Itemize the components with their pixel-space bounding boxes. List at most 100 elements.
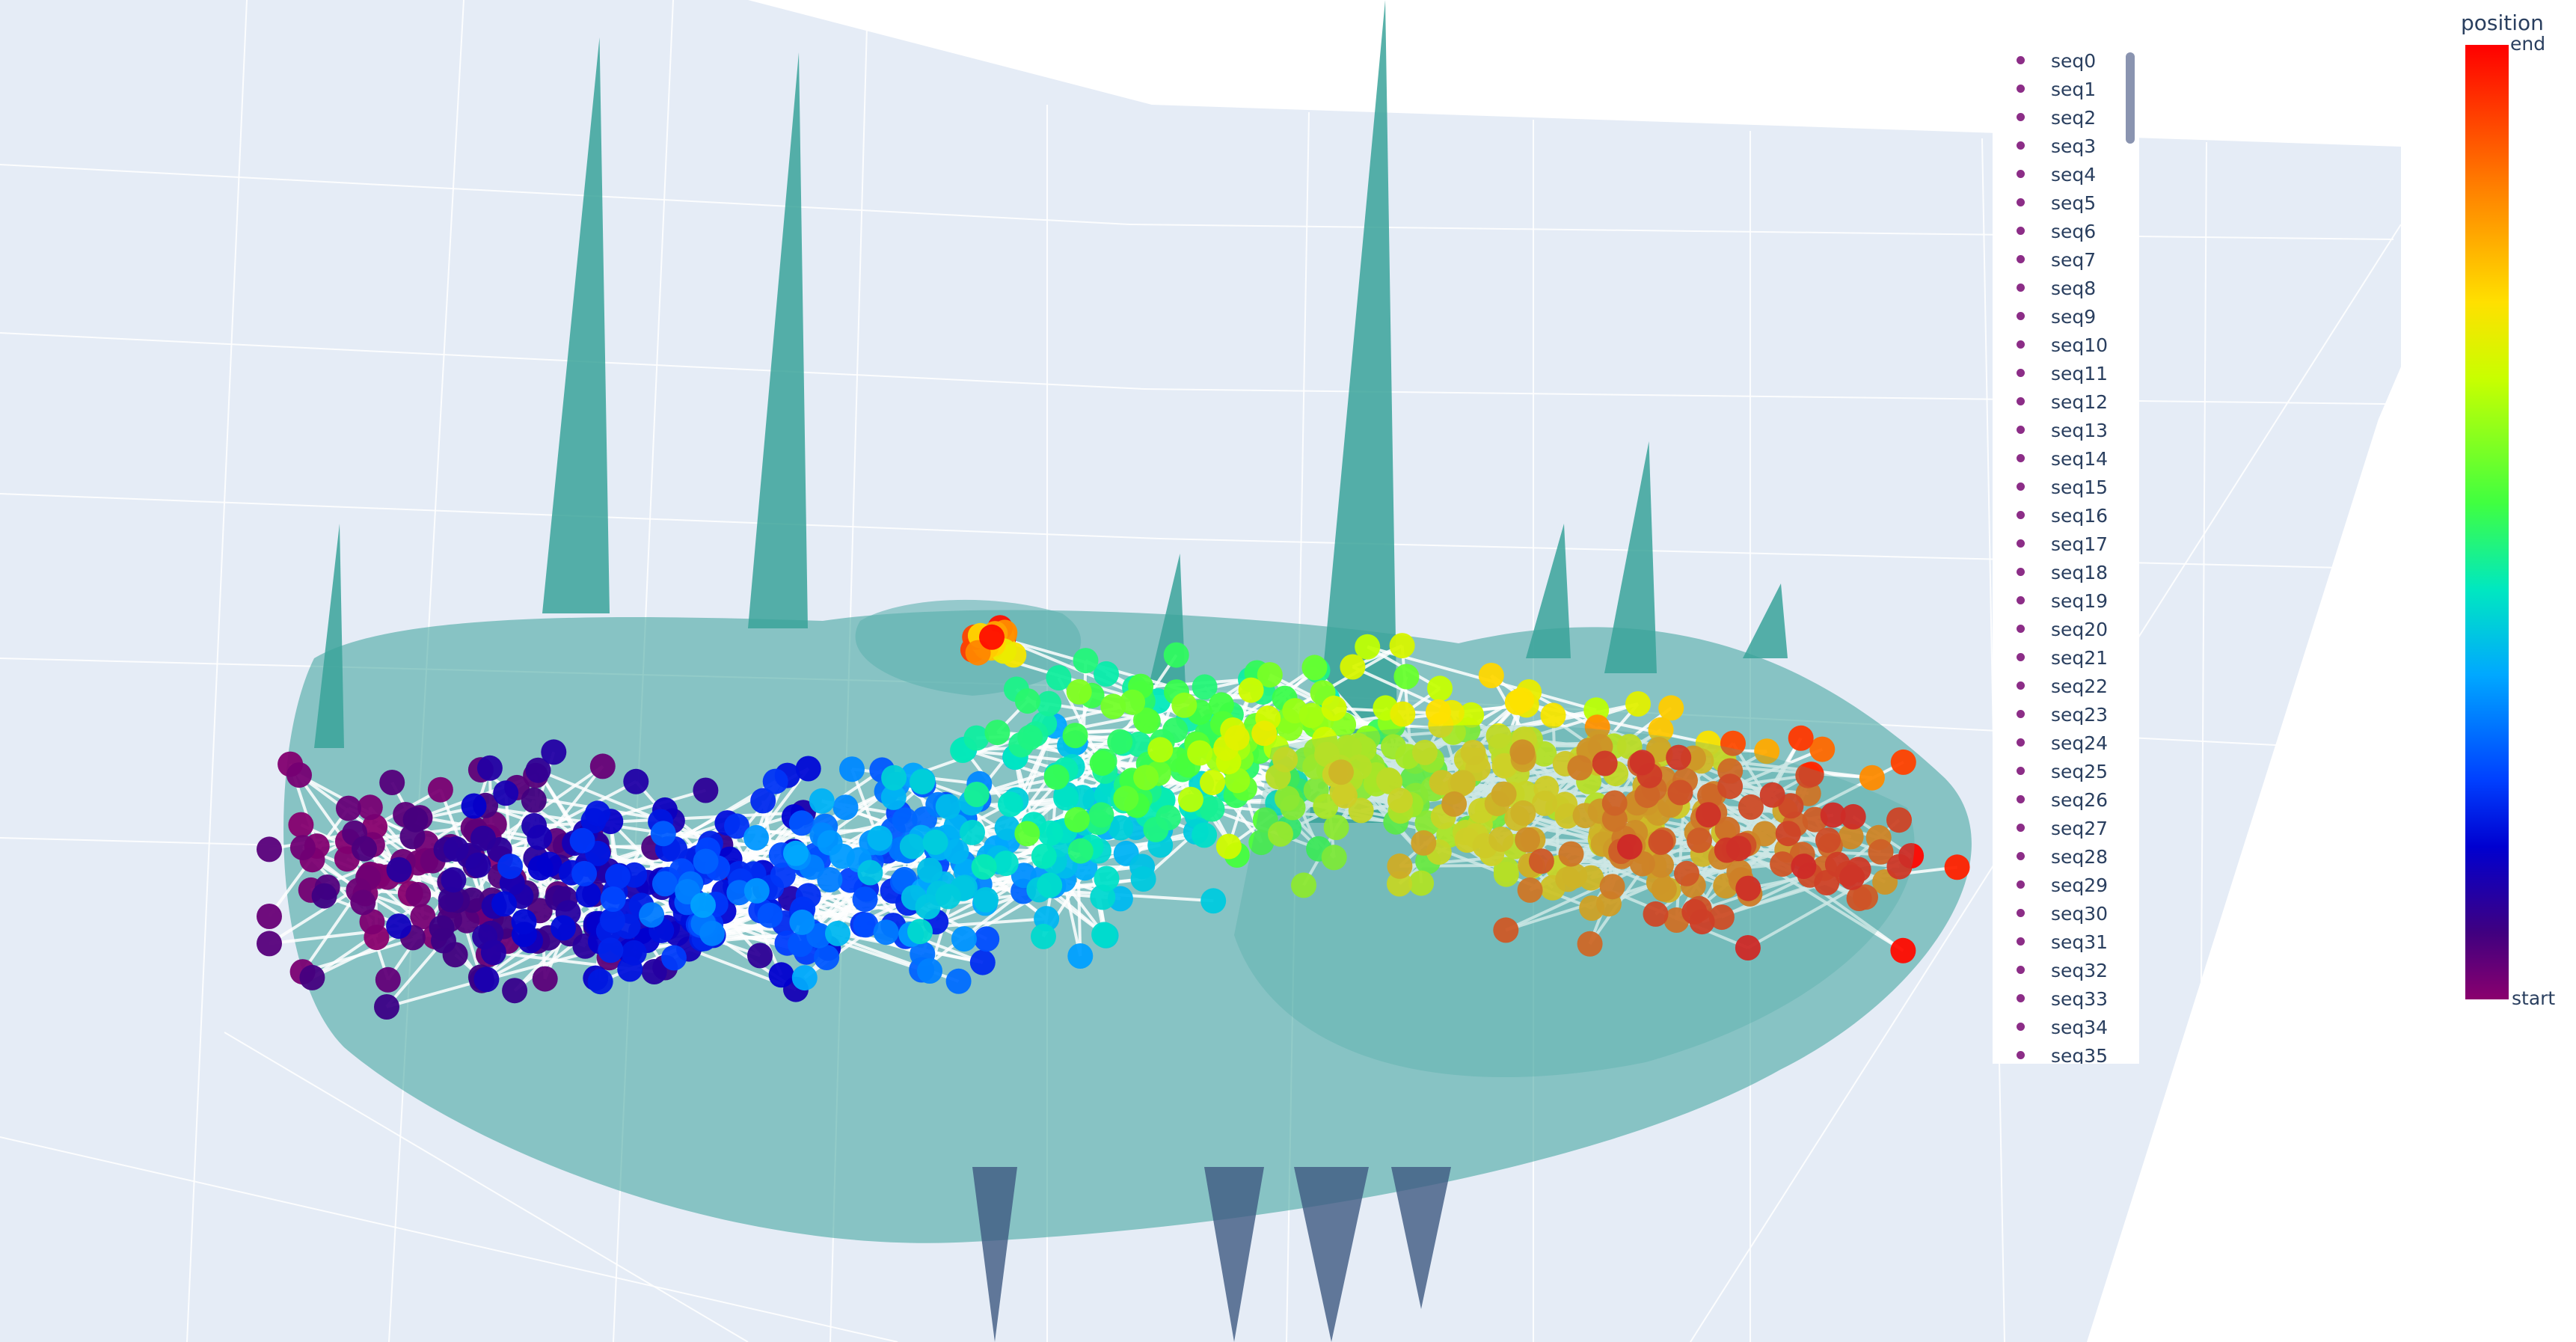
sequence-point [286,762,312,788]
legend-item[interactable]: seq27 [1993,814,2127,841]
legend-item[interactable]: seq18 [1993,558,2127,585]
sequence-point [1067,943,1094,969]
sequence-point [1321,845,1347,871]
sequence-point [525,757,551,783]
legend-item[interactable]: seq20 [1993,615,2127,642]
sequence-point [1274,785,1300,812]
sequence-point [1488,826,1514,852]
legend-item[interactable]: seq32 [1993,956,2127,983]
legend-item[interactable]: seq11 [1993,359,2127,386]
legend-label: seq10 [2051,334,2109,356]
sequence-point [917,958,942,984]
legend-label: seq21 [2051,647,2109,669]
legend-item[interactable]: seq12 [1993,387,2127,414]
legend-marker [2017,653,2025,661]
legend-item[interactable]: seq28 [1993,842,2127,869]
legend-marker [2017,880,2025,889]
legend-item[interactable]: seq30 [1993,899,2127,926]
sequence-point [867,825,893,851]
surface-spike-down [1294,1167,1369,1342]
sequence-point [405,882,432,907]
legend-item[interactable]: seq9 [1993,302,2127,329]
legend-item[interactable]: seq17 [1993,530,2127,557]
legend-item[interactable]: seq2 [1993,103,2127,130]
sequence-point [817,867,843,892]
legend-item[interactable]: seq34 [1993,1013,2127,1040]
sequence-point [853,912,879,938]
legend-item[interactable]: seq13 [1993,416,2127,443]
sequence-point [829,843,855,869]
legend-marker [2017,198,2025,206]
legend-label: seq24 [2051,732,2109,754]
legend-item[interactable]: seq15 [1993,473,2127,500]
sequence-line [385,940,445,1008]
legend-item[interactable]: seq25 [1993,757,2127,784]
sequence-point [288,812,314,838]
legend-marker [2017,397,2025,405]
legend-item[interactable]: seq8 [1993,274,2127,301]
sequence-point [1840,803,1866,830]
legend-item[interactable]: seq22 [1993,672,2127,699]
sequence-point [1268,821,1293,847]
legend-item[interactable]: seq14 [1993,444,2127,471]
sequence-point [1441,791,1468,817]
legend-item[interactable]: seq3 [1993,132,2127,159]
sequence-point [532,966,558,992]
sequence-point [1512,780,1539,806]
legend-item[interactable]: seq4 [1993,160,2127,187]
sequence-point [1558,841,1584,867]
legend-item[interactable]: seq6 [1993,217,2127,244]
sequence-point [1754,738,1780,765]
sequence-point [600,886,626,912]
legend-marker [2017,738,2025,747]
sequence-point [935,883,961,910]
legend-item[interactable]: seq29 [1993,871,2127,898]
colorbar-title: position [2461,10,2544,35]
legend-item[interactable]: seq23 [1993,700,2127,727]
legend-item[interactable]: seq16 [1993,501,2127,528]
sequence-point [1510,800,1536,826]
sequence-point [1868,839,1894,865]
sequence-point [1064,806,1090,833]
sequence-point [527,824,553,851]
sequence-point [1491,781,1517,807]
legend-item[interactable]: seq19 [1993,586,2127,613]
legend-label: seq35 [2051,1045,2109,1064]
legend-marker [2017,454,2025,462]
legend-item[interactable]: seq31 [1993,928,2127,955]
sequence-point [1770,851,1796,877]
sequence-point [639,902,665,928]
legend-item[interactable]: seq0 [1993,46,2127,73]
legend[interactable]: seq0 seq1 seq2 seq3 seq4 seq5 seq6 seq7 seq8 seq9… [1993,46,2139,1064]
sequence-point [571,860,598,886]
sequence-point [1107,729,1133,755]
sequence-point [1376,767,1402,793]
sequence-point [1200,770,1225,796]
legend-item[interactable]: seq24 [1993,729,2127,756]
sequence-point [960,819,985,845]
legend-scrollbar[interactable] [2126,52,2135,144]
sequence-point [587,969,613,995]
sequence-point [1515,827,1541,853]
legend-item[interactable]: seq26 [1993,785,2127,812]
legend-marker [2017,227,2025,235]
legend-item[interactable]: seq1 [1993,75,2127,102]
legend-item[interactable]: seq10 [1993,331,2127,358]
sequence-point [915,894,941,920]
sequence-point [1100,693,1126,720]
legend-item[interactable]: seq35 [1993,1041,2127,1064]
sequence-point [1120,689,1146,715]
legend-item[interactable]: seq7 [1993,245,2127,272]
sequence-point [1532,790,1558,816]
sequence-point [438,886,464,913]
legend-item[interactable]: seq5 [1993,189,2127,215]
legend-marker [2017,568,2025,576]
legend-label: seq4 [2051,164,2097,186]
sequence-point [299,964,325,990]
sequence-point [527,855,553,881]
sequence-point [1208,692,1234,718]
legend-item[interactable]: seq21 [1993,643,2127,670]
legend-item[interactable]: seq33 [1993,984,2127,1011]
sequence-point [1625,691,1651,717]
